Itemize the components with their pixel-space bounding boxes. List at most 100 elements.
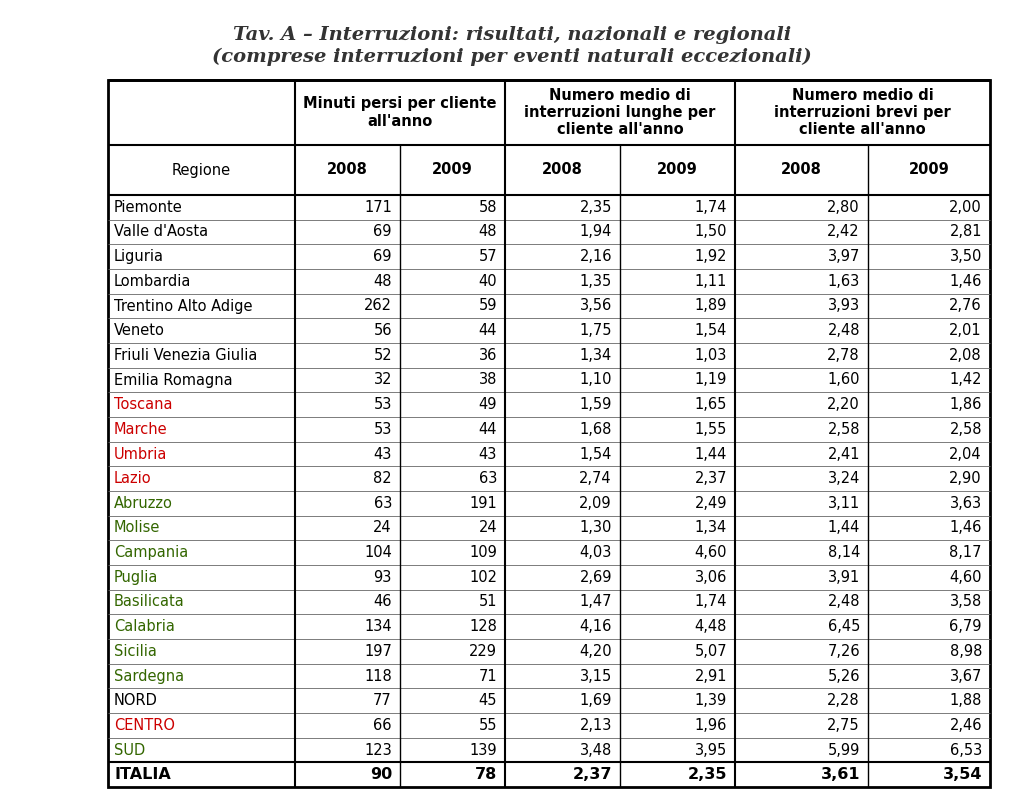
Text: 3,54: 3,54 [942,767,982,782]
Text: Numero medio di
interruzioni brevi per
cliente all'anno: Numero medio di interruzioni brevi per c… [774,88,951,138]
Text: 5,26: 5,26 [827,668,860,683]
Text: 1,69: 1,69 [580,693,612,708]
Text: 128: 128 [469,619,497,634]
Text: 3,24: 3,24 [827,471,860,486]
Text: 191: 191 [469,496,497,511]
Text: 123: 123 [365,742,392,758]
Text: 66: 66 [374,718,392,733]
Text: 6,53: 6,53 [949,742,982,758]
Text: Valle d'Aosta: Valle d'Aosta [114,225,208,240]
Text: 104: 104 [365,545,392,560]
Text: 5,07: 5,07 [694,644,727,658]
Text: 2,08: 2,08 [949,348,982,363]
Text: 1,11: 1,11 [694,274,727,289]
Text: 71: 71 [478,668,497,683]
Text: 1,39: 1,39 [694,693,727,708]
Text: 36: 36 [478,348,497,363]
Text: 2,28: 2,28 [827,693,860,708]
Text: 139: 139 [469,742,497,758]
Text: 8,98: 8,98 [949,644,982,658]
Text: 2,01: 2,01 [949,323,982,338]
Text: 1,10: 1,10 [580,373,612,387]
Text: 109: 109 [469,545,497,560]
Text: ITALIA: ITALIA [114,767,171,782]
Text: 1,92: 1,92 [694,250,727,264]
Text: 48: 48 [374,274,392,289]
Text: 1,68: 1,68 [580,422,612,437]
Text: 1,44: 1,44 [694,447,727,461]
Text: 3,61: 3,61 [820,767,860,782]
Text: 3,48: 3,48 [580,742,612,758]
Text: 3,67: 3,67 [949,668,982,683]
Text: 52: 52 [374,348,392,363]
Text: 2,09: 2,09 [580,496,612,511]
Text: 53: 53 [374,397,392,412]
Text: Puglia: Puglia [114,570,159,585]
Text: 2,35: 2,35 [580,200,612,215]
Text: 2,35: 2,35 [687,767,727,782]
Text: 3,97: 3,97 [827,250,860,264]
Text: 4,60: 4,60 [694,545,727,560]
Text: Abruzzo: Abruzzo [114,496,173,511]
Text: (comprese interruzioni per eventi naturali eccezionali): (comprese interruzioni per eventi natura… [212,47,812,66]
Text: 1,65: 1,65 [694,397,727,412]
Text: 1,75: 1,75 [580,323,612,338]
Text: 46: 46 [374,595,392,609]
Text: 1,60: 1,60 [827,373,860,387]
Text: Minuti persi per cliente
all'anno: Minuti persi per cliente all'anno [303,97,497,129]
Text: 2,16: 2,16 [580,250,612,264]
Text: 2008: 2008 [781,163,822,177]
Text: 59: 59 [478,299,497,313]
Text: 2008: 2008 [327,163,368,177]
Text: 1,34: 1,34 [580,348,612,363]
Text: 2,00: 2,00 [949,200,982,215]
Text: 2,46: 2,46 [949,718,982,733]
Text: 1,46: 1,46 [949,274,982,289]
Text: Marche: Marche [114,422,168,437]
Text: 44: 44 [478,323,497,338]
Text: 90: 90 [370,767,392,782]
Text: 2,49: 2,49 [694,496,727,511]
Text: 4,20: 4,20 [580,644,612,658]
Text: Emilia Romagna: Emilia Romagna [114,373,232,387]
Text: 4,03: 4,03 [580,545,612,560]
Text: 229: 229 [469,644,497,658]
Text: 4,60: 4,60 [949,570,982,585]
Text: 2,48: 2,48 [827,595,860,609]
Text: 77: 77 [374,693,392,708]
Text: 82: 82 [374,471,392,486]
Text: 1,86: 1,86 [949,397,982,412]
Text: 3,56: 3,56 [580,299,612,313]
Text: CENTRO: CENTRO [114,718,175,733]
Text: 2009: 2009 [432,163,473,177]
Text: 43: 43 [374,447,392,461]
Text: 2,48: 2,48 [827,323,860,338]
Text: Molise: Molise [114,521,161,535]
Text: Liguria: Liguria [114,250,164,264]
Text: 2009: 2009 [908,163,949,177]
Text: 2,41: 2,41 [827,447,860,461]
Text: Lazio: Lazio [114,471,152,486]
Text: 2,58: 2,58 [949,422,982,437]
Text: 2,75: 2,75 [827,718,860,733]
Text: 43: 43 [478,447,497,461]
Text: 1,96: 1,96 [694,718,727,733]
Text: 3,58: 3,58 [949,595,982,609]
Text: 69: 69 [374,250,392,264]
Text: 118: 118 [365,668,392,683]
Text: 63: 63 [374,496,392,511]
Text: Sardegna: Sardegna [114,668,184,683]
Text: 57: 57 [478,250,497,264]
Text: 45: 45 [478,693,497,708]
Text: 2,78: 2,78 [827,348,860,363]
Text: 5,99: 5,99 [827,742,860,758]
Text: Tav. A – Interruzioni: risultati, nazionali e regionali: Tav. A – Interruzioni: risultati, nazion… [232,26,792,44]
Text: 1,63: 1,63 [827,274,860,289]
Text: 1,35: 1,35 [580,274,612,289]
Text: Campania: Campania [114,545,188,560]
Text: Piemonte: Piemonte [114,200,182,215]
Text: 197: 197 [365,644,392,658]
Text: 6,79: 6,79 [949,619,982,634]
Text: 1,74: 1,74 [694,595,727,609]
Text: Calabria: Calabria [114,619,175,634]
